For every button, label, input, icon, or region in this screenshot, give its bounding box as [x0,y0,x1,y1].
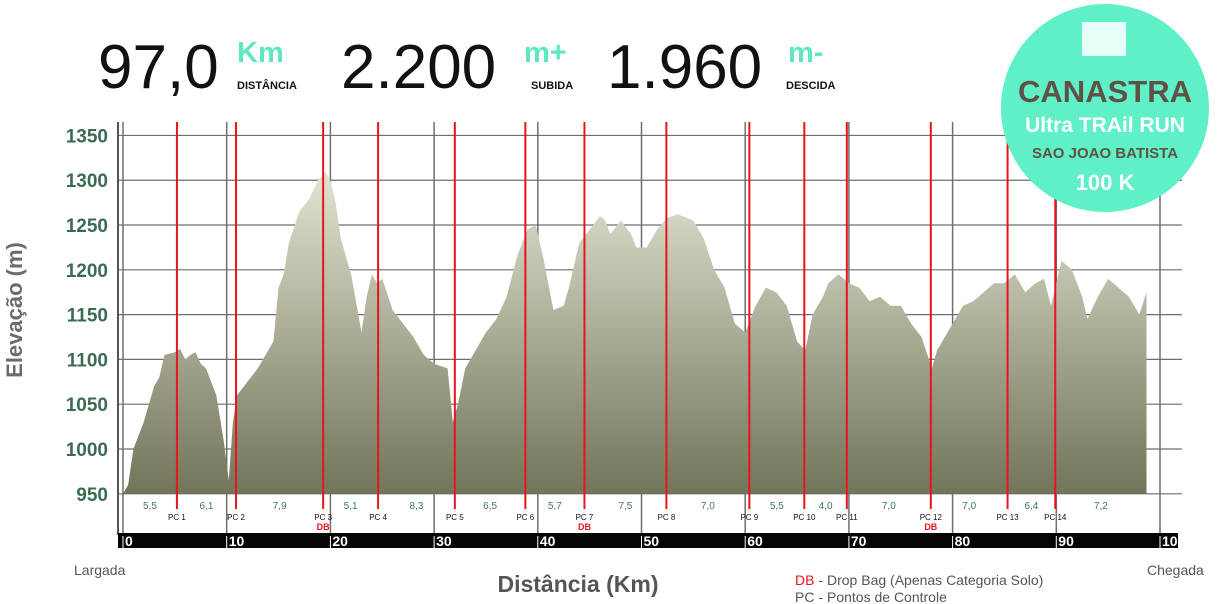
drop-bag-label: DB [924,522,937,532]
stat-value: 2.200 [341,33,496,102]
x-tick-label: 100 [1162,533,1186,549]
segment-distance: 4,0 [819,501,833,512]
end-label: Chegada [1147,562,1204,578]
segment-distance: 7,0 [701,501,715,512]
legend-entry: PC - Pontos de Controle [795,589,947,604]
y-tick-label: 1050 [66,395,108,416]
legend-text: Pontos de Controle [827,589,947,604]
segment-distance: 5,1 [344,501,358,512]
segment-distance: 5,5 [143,501,157,512]
stat-unit: m- [788,37,823,69]
y-tick-label: 1150 [67,306,108,327]
segment-distance: 6,4 [1024,501,1038,512]
checkpoint-label: PC 6 [516,513,534,522]
x-tick-label: 70 [851,533,867,549]
y-tick-label: 1000 [66,440,108,461]
segment-distance: 7,0 [962,501,976,512]
logo-distance: 100 K [1076,170,1135,195]
drop-bag-label: DB [317,522,330,532]
segment-distance: 7,5 [618,501,632,512]
y-tick-label: 1100 [67,350,108,371]
checkpoint-label: PC 11 [836,513,858,522]
legend-entry: DB - Drop Bag (Apenas Categoria Solo) [795,572,1043,588]
segment-distance: 7,2 [1094,501,1108,512]
segment-distance: 6,5 [483,501,497,512]
x-tick-label: 50 [644,533,660,549]
segment-distance: 5,5 [770,501,784,512]
drop-bag-label: DB [578,522,591,532]
segment-distance: 6,1 [200,501,214,512]
stat-label: DISTÂNCIA [237,79,297,92]
y-axis-title: Elevação (m) [2,242,27,378]
x-tick-label: 20 [332,533,348,549]
stat-value: 97,0 [98,33,219,102]
checkpoint-label: PC 8 [657,513,675,522]
logo-title: CANASTRA [1018,74,1192,109]
x-tick-label: 10 [229,533,245,549]
x-tick-label: 90 [1058,533,1074,549]
segment-distance: 8,3 [410,501,424,512]
segment-distance: 7,9 [273,501,287,512]
checkpoint-label: PC 9 [740,513,758,522]
checkpoint-label: PC 5 [446,513,464,522]
x-axis-title: Distância (Km) [497,571,658,597]
stat-label: DESCIDA [786,80,836,92]
checkpoint-label: PC 7 [576,513,594,522]
checkpoint-label: PC 13 [996,513,1019,522]
legend-key: DB - [795,572,823,588]
checkpoint-label: PC 3 [314,513,332,522]
segment-distance: 5,7 [548,501,562,512]
x-axis-bar [118,533,1178,548]
logo-badge [1001,4,1209,212]
stat-label: SUBIDA [531,80,573,92]
logo: CANASTRA Ultra TRAil RUN SAO JOAO BATIST… [1001,4,1209,212]
logo-icon [1082,22,1126,56]
y-tick-label: 950 [76,485,108,506]
y-tick-label: 1350 [66,126,108,147]
checkpoint-label: PC 1 [168,513,186,522]
stat-unit: m+ [524,37,567,69]
legend-text: Drop Bag (Apenas Categoria Solo) [827,572,1043,588]
logo-subtitle: Ultra TRAil RUN [1025,114,1185,137]
start-label: Largada [74,562,126,578]
y-tick-label: 1200 [66,261,108,282]
x-tick-label: 40 [540,533,556,549]
logo-place: SAO JOAO BATISTA [1032,145,1178,162]
stat-unit: Km [237,37,284,69]
stat-value: 1.960 [607,33,762,102]
x-tick-label: 30 [436,533,452,549]
segment-distance: 7,0 [882,501,896,512]
checkpoint-label: PC 2 [227,513,245,522]
x-tick-label: 80 [955,533,971,549]
checkpoint-label: PC 12 [920,513,943,522]
elevation-area [123,171,1147,494]
legend-key: PC - [795,589,823,604]
y-tick-label: 1300 [66,171,108,192]
checkpoint-label: PC 10 [793,513,816,522]
x-tick-label: 60 [747,533,763,549]
checkpoint-label: PC 4 [369,513,387,522]
x-tick-label: 0 [125,533,133,549]
checkpoint-label: PC 14 [1044,513,1067,522]
y-tick-label: 1250 [66,216,108,237]
